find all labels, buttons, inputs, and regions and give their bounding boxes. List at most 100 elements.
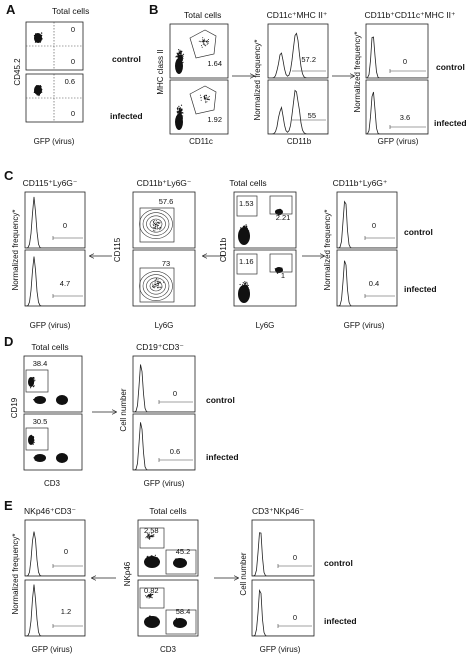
plot-title: Total cells	[229, 178, 266, 188]
event-dot	[239, 283, 241, 286]
event-dot	[152, 593, 154, 595]
event-dot	[153, 221, 154, 223]
event-dot	[145, 595, 147, 597]
event-dot	[206, 40, 208, 42]
gate-percentage: 0	[63, 221, 67, 230]
x-axis-label: GFP (virus)	[32, 645, 73, 654]
event-dot	[147, 534, 149, 536]
event-dot	[159, 229, 161, 231]
gate-percentage: 0	[71, 109, 75, 118]
gate-percentage: 0.82	[144, 586, 159, 595]
panel-label-d: D	[4, 334, 13, 349]
condition-label: control	[436, 62, 465, 72]
event-dot	[246, 281, 248, 283]
gate-percentage: 57.6	[159, 197, 174, 206]
gate-percentage: 0	[71, 57, 75, 66]
event-dot	[180, 54, 182, 56]
event-dot	[176, 111, 178, 113]
plot-frame	[267, 23, 329, 79]
histogram-line	[268, 32, 328, 78]
event-dot	[178, 108, 180, 111]
scatter-group	[252, 588, 314, 636]
event-dot	[160, 227, 162, 229]
event-dot	[182, 53, 185, 55]
panel-label-a: A	[6, 2, 16, 17]
event-dot	[151, 535, 153, 537]
gate-rectangle	[236, 253, 258, 275]
event-dot	[179, 54, 181, 56]
histogram-line	[133, 364, 195, 412]
event-dot	[244, 281, 246, 283]
plot-title: CD19⁺CD3⁻	[136, 342, 184, 352]
event-dot	[157, 284, 159, 286]
event-dot	[157, 221, 159, 223]
event-dot	[176, 52, 178, 54]
scatter-group	[366, 36, 428, 78]
event-dot	[178, 107, 180, 109]
event-dot	[154, 282, 156, 284]
event-dot	[180, 56, 182, 58]
plot-title: CD11c⁺MHC II⁺	[267, 10, 328, 20]
event-dot	[154, 284, 156, 286]
event-dot	[148, 596, 150, 598]
x-axis-label: GFP (virus)	[30, 321, 71, 330]
y-axis-label: Normalized frequency*	[323, 210, 332, 291]
event-dot	[177, 107, 179, 109]
event-dot	[179, 107, 181, 109]
plot-frame	[24, 249, 86, 307]
gate-percentage: 0.6	[170, 447, 180, 456]
contour-ring	[139, 271, 173, 301]
plot-frame	[251, 579, 315, 637]
gate-percentage: 2.21	[276, 213, 291, 222]
y-axis-label: CD11b	[219, 237, 228, 262]
event-dot	[157, 286, 159, 288]
condition-label: control	[112, 54, 141, 64]
gate-percentage: 45.2	[176, 547, 191, 556]
event-dot	[157, 281, 159, 283]
event-dot	[177, 112, 179, 114]
gate-percentage: 38.4	[33, 359, 48, 368]
y-axis-label: Normalized frequency*	[11, 210, 20, 291]
event-dot	[151, 534, 153, 536]
panel-label-e: E	[4, 498, 13, 513]
scatter-group	[139, 209, 173, 239]
event-dot	[202, 37, 204, 39]
event-dot	[156, 223, 158, 225]
event-dot	[150, 595, 152, 597]
scatter-group	[33, 32, 43, 43]
plot-frame	[132, 249, 196, 307]
event-dot	[243, 225, 245, 228]
event-dot	[155, 221, 157, 223]
contour-ring	[149, 280, 163, 292]
scatter-group	[252, 532, 314, 576]
event-dot	[198, 40, 200, 42]
event-dot	[158, 222, 160, 224]
event-dot	[178, 49, 180, 51]
gate-rectangle	[269, 253, 293, 273]
condition-label: control	[206, 395, 235, 405]
event-dot	[204, 100, 206, 102]
event-dot	[159, 222, 161, 224]
histogram-line	[25, 196, 85, 248]
event-dot	[153, 535, 155, 537]
event-dot	[145, 596, 147, 598]
event-dot	[205, 102, 207, 104]
histogram-line	[366, 91, 428, 134]
event-dot	[155, 279, 157, 281]
population-core	[238, 227, 250, 245]
y-axis-label: Normalized frequency*	[253, 40, 262, 121]
plot-frame	[24, 579, 86, 637]
population-core	[175, 114, 183, 130]
event-dot	[150, 593, 152, 595]
event-dot	[200, 99, 202, 101]
event-dot	[157, 279, 159, 281]
event-dot	[182, 61, 184, 63]
plot-frame	[336, 191, 398, 249]
contour-ring	[142, 212, 170, 236]
scatter-group	[133, 422, 195, 470]
event-dot	[178, 51, 180, 53]
event-dot	[245, 224, 247, 226]
event-dot	[159, 228, 161, 230]
x-axis-label: GFP (virus)	[344, 321, 385, 330]
event-dot	[205, 41, 207, 42]
